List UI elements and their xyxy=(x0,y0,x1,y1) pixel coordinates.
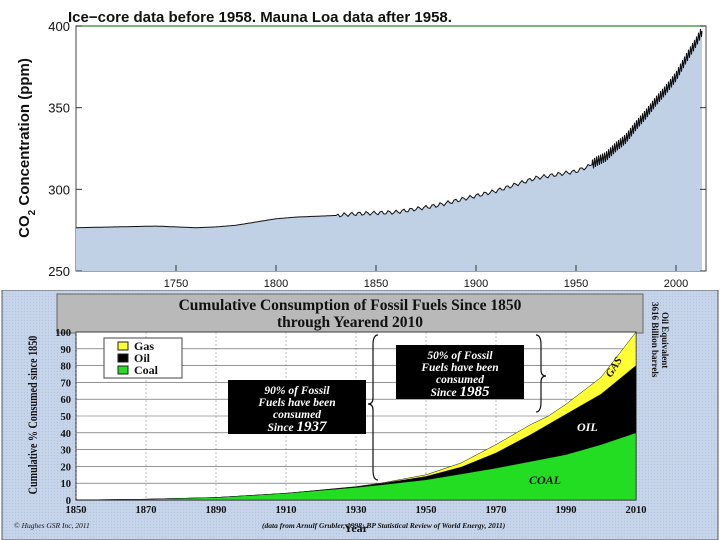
co2-x-tick-label: 2000 xyxy=(664,278,688,288)
annotation-90-box xyxy=(228,380,366,434)
annotation-50-year: 1985 xyxy=(460,384,491,400)
co2-y-tick-label: 300 xyxy=(48,182,70,197)
fossil-x-axis-label: Year xyxy=(344,521,369,535)
fossil-title-panel xyxy=(56,293,644,334)
annotation-90-percent: 90% of Fossil Fuels have been consumed S… xyxy=(228,380,366,435)
footer-source: (data from Arnulf Grubler, 1998; BP Stat… xyxy=(262,521,506,530)
bracket-90-percent xyxy=(367,334,379,481)
fossil-areas xyxy=(75,331,637,501)
legend-oil-label: Oil xyxy=(134,351,151,365)
fossil-y-tick-label: 0 xyxy=(66,496,71,507)
fossil-y-tick-label: 80 xyxy=(61,362,72,373)
annotation-50-line2: Fuels have been xyxy=(420,362,498,374)
co2-x-tick-label: 1850 xyxy=(364,278,388,288)
fossil-legend: Gas Oil Coal xyxy=(103,337,183,379)
fossil-area-coal xyxy=(75,432,637,501)
fossil-x-tick-label: 1990 xyxy=(556,505,577,516)
fossil-x-tick-label: 1870 xyxy=(136,505,157,516)
fossil-y-tick-label: 50 xyxy=(61,412,72,423)
co2-concentration-chart: Ice−core data before 1958. Mauna Loa dat… xyxy=(16,9,707,288)
co2-x-tick-label: 1800 xyxy=(264,278,288,288)
co2-y-label-sub: 2 xyxy=(27,209,38,215)
co2-area xyxy=(76,28,702,272)
annotation-90-line1: 90% of Fossil xyxy=(264,385,330,397)
co2-y-tick-label: 350 xyxy=(48,101,70,116)
annotation-50-since: Since xyxy=(430,387,459,399)
co2-line xyxy=(76,28,703,229)
footer-copyright: © Hughes GSR Inc, 2011 xyxy=(14,521,90,530)
co2-x-tick-label: 1950 xyxy=(564,278,588,288)
fossil-x-tick-label: 1970 xyxy=(486,505,507,516)
fossil-x-tick-label: 1890 xyxy=(206,505,227,516)
fossil-chart-title-line2: through Yearend 2010 xyxy=(277,314,423,331)
annotation-50-box xyxy=(396,345,524,399)
bracket-50-percent xyxy=(535,334,547,413)
annotation-90-year: 1937 xyxy=(297,419,328,435)
annotation-50-line3: consumed xyxy=(436,374,484,386)
co2-x-tick-label: 1750 xyxy=(164,278,188,288)
co2-x-tick-label: 1900 xyxy=(464,278,488,288)
fossil-y-tick-label: 70 xyxy=(61,378,72,389)
legend-coal-label: Coal xyxy=(134,363,159,377)
annotation-90-line4: Since 1937 xyxy=(267,419,327,435)
annotation-50-line4: Since 1985 xyxy=(430,384,490,400)
annotation-50-percent: 50% of Fossil Fuels have been consumed S… xyxy=(396,345,524,400)
fossil-axes: 0 10 20 30 40 50 60 70 80 90 100 1850 1870 1890 1910 19… xyxy=(55,328,646,516)
fossil-y-tick-label: 60 xyxy=(61,395,72,406)
fossil-x-tick-label: 2010 xyxy=(626,505,647,516)
fossil-x-tick-label: 1850 xyxy=(66,505,87,516)
co2-y-label-rest: Concentration (ppm) xyxy=(16,58,33,210)
annotation-50-line1: 50% of Fossil xyxy=(427,350,493,362)
fossil-y-tick-label: 10 xyxy=(61,479,72,490)
fossil-x-tick-label: 1930 xyxy=(346,505,367,516)
fossil-chart-title-line1: Cumulative Consumption of Fossil Fuels S… xyxy=(179,297,522,314)
fossil-y-axis-label: Cumulative % Consumed since 1850 xyxy=(26,336,40,495)
coal-area-label: COAL xyxy=(529,473,561,487)
fossil-fuel-chart: Cumulative Consumption of Fossil Fuels S… xyxy=(1,290,719,540)
co2-chart-title: Ice−core data before 1958. Mauna Loa dat… xyxy=(68,9,452,26)
legend-gas-swatch xyxy=(117,341,129,351)
co2-axes: 250 300 350 400 1750 1800 1850 1900 1950 2000 xyxy=(48,19,706,288)
co2-plot-area xyxy=(76,25,706,272)
legend-gas-label: Gas xyxy=(134,339,154,353)
annotation-90-line2: Fuels have been xyxy=(257,397,335,409)
fossil-y-tick-label: 40 xyxy=(61,429,72,440)
fossil-x-tick-label: 1950 xyxy=(416,505,437,516)
fossil-y-tick-label: 20 xyxy=(61,462,72,473)
co2-y-tick-label: 250 xyxy=(48,264,70,279)
fossil-y-tick-label: 30 xyxy=(61,446,72,457)
legend-oil-swatch xyxy=(117,353,129,363)
annotation-90-line3: consumed xyxy=(273,409,321,421)
co2-y-label-main: CO xyxy=(16,215,33,238)
legend-coal-swatch xyxy=(117,365,129,375)
co2-y-tick-label: 400 xyxy=(48,19,70,34)
co2-y-axis-label: CO2 Concentration (ppm) xyxy=(16,58,38,238)
oil-area-label: OIL xyxy=(577,420,598,434)
fossil-y-tick-label: 100 xyxy=(55,328,71,339)
side-note-line1: 3616 Billion barrels xyxy=(650,302,660,378)
annotation-90-since: Since xyxy=(267,422,296,434)
legend-box xyxy=(103,337,183,379)
fossil-x-tick-label: 1910 xyxy=(276,505,297,516)
side-note-line2: Oil Equivalent xyxy=(660,312,670,368)
fossil-y-tick-label: 90 xyxy=(61,345,72,356)
